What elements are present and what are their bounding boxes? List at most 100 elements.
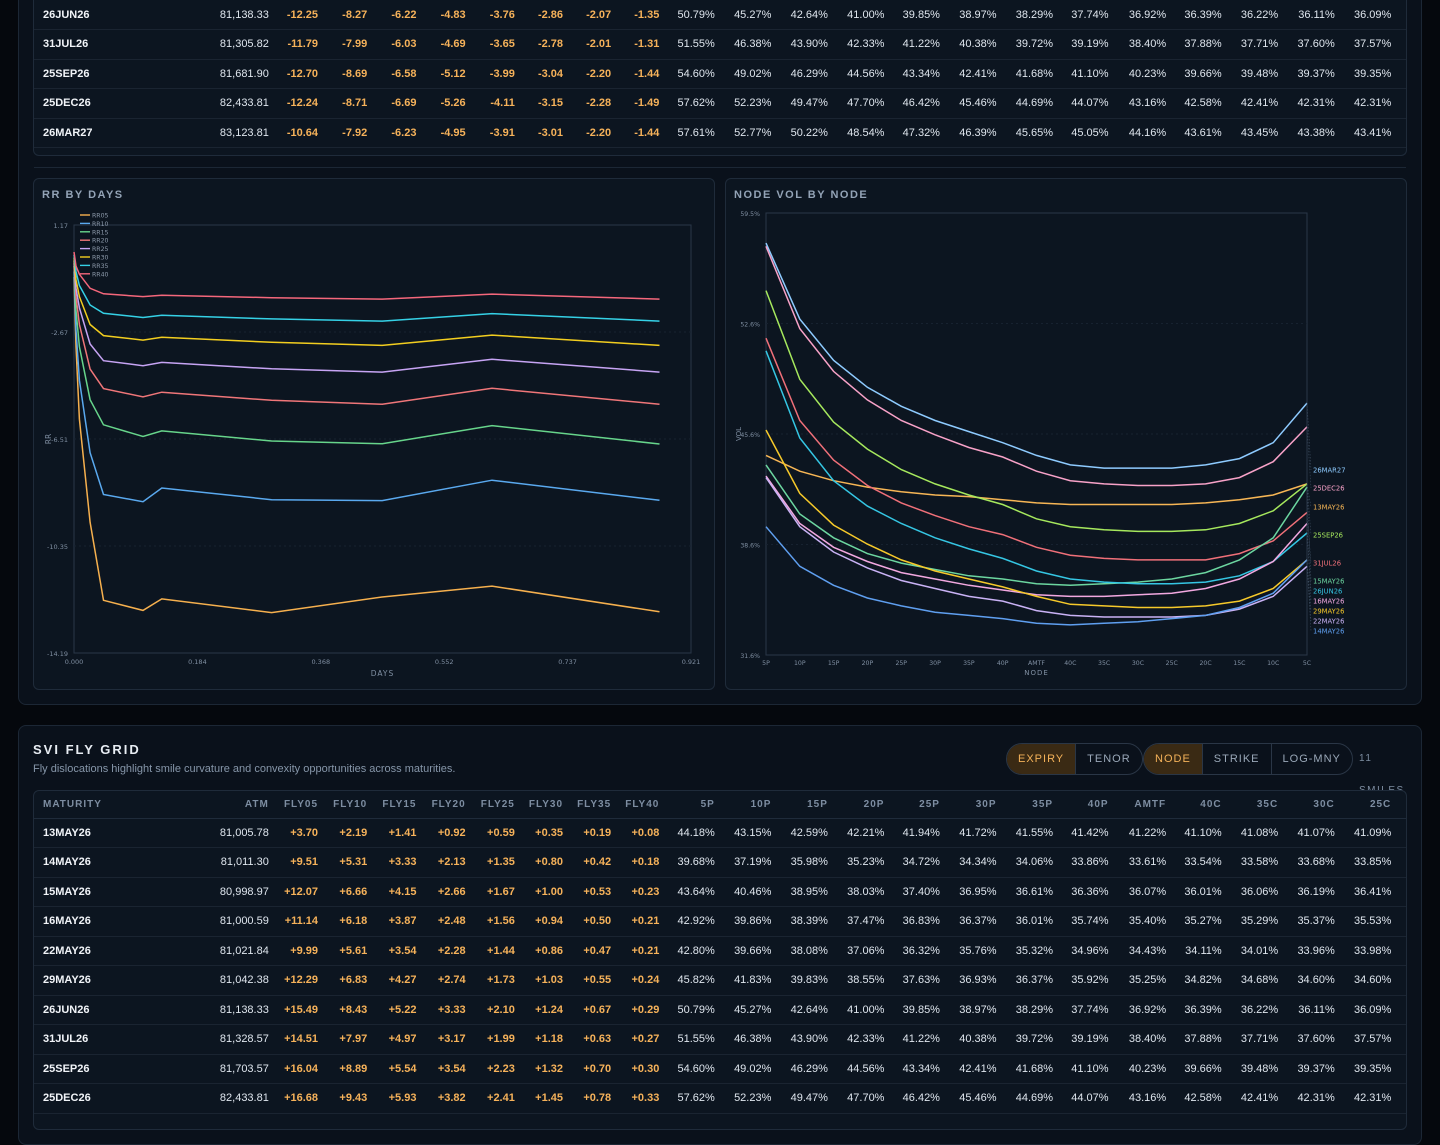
vol-cell: 47.70% bbox=[833, 1083, 891, 1114]
vol-cell: 38.39% bbox=[777, 906, 834, 937]
table-row[interactable]: 29MAY26 81,042.38 +12.29 +6.83 +4.27 +2.74 +1.… bbox=[34, 965, 1406, 996]
rr-cell: -1.35 bbox=[617, 0, 666, 30]
legend-label: RR15 bbox=[92, 229, 109, 236]
table-row[interactable]: 22MAY26 81,021.84 +9.99 +5.61 +3.54 +2.28 +1.4… bbox=[34, 936, 1406, 966]
x-tick-label: 0.000 bbox=[65, 658, 84, 666]
smile-line-26mar27 bbox=[765, 242, 1308, 469]
log-mny-button[interactable]: LOG-MNY bbox=[1270, 744, 1352, 774]
rr-cell: -3.99 bbox=[471, 59, 521, 89]
fly-cell: +9.99 bbox=[274, 936, 325, 966]
x-tick-label: AMTF bbox=[1028, 660, 1045, 667]
rr-by-days-panel: RR BY DAYS 1.17 -2.67 -6.51 -10.35 -14.19 0.0… bbox=[33, 178, 715, 690]
label-leader bbox=[1306, 532, 1312, 592]
atm-cell: 81,703.57 bbox=[138, 1054, 275, 1084]
vol-cell: 44.56% bbox=[833, 1054, 891, 1084]
x-tick-label: 10C bbox=[1267, 660, 1279, 667]
vol-cell: 36.95% bbox=[945, 877, 1003, 907]
series-end-label: 31JUL26 bbox=[1313, 560, 1341, 568]
node-button[interactable]: NODE bbox=[1144, 744, 1202, 774]
vol-cell: 40.38% bbox=[945, 1024, 1003, 1055]
fly-cell: +0.19 bbox=[569, 818, 618, 848]
table-row[interactable]: 15MAY26 80,998.97 +12.07 +6.66 +4.15 +2.66 +1.… bbox=[34, 877, 1406, 907]
table-row[interactable]: 13MAY26 81,005.78 +3.70 +2.19 +1.41 +0.92 +0.5… bbox=[34, 818, 1406, 848]
vol-cell: 36.41% bbox=[1340, 877, 1398, 907]
series-line-rr10 bbox=[73, 271, 660, 503]
table-row[interactable]: 26JUN26 81,138.33 -12.25 -8.27 -6.22 -4.83 -3.… bbox=[34, 0, 1406, 30]
table-row[interactable]: 25SEP26 81,703.57 +16.04 +8.89 +5.54 +3.54 +2.… bbox=[34, 1054, 1406, 1084]
table-row[interactable]: 26JUN26 81,138.33 +15.49 +8.43 +5.22 +3.33 +2.… bbox=[34, 995, 1406, 1025]
y-tick-label: 31.6% bbox=[740, 653, 760, 660]
y-tick-label: 52.6% bbox=[740, 322, 760, 329]
vol-cell: 42.64% bbox=[777, 0, 834, 30]
x-tick-label: 0.368 bbox=[311, 658, 330, 666]
rr-cell: -1.44 bbox=[617, 59, 666, 89]
rr-cell: -2.20 bbox=[569, 59, 618, 89]
vol-cell: 36.36% bbox=[1059, 877, 1115, 907]
vol-cell: 34.69% bbox=[1397, 965, 1406, 996]
vol-cell: 39.37% bbox=[1284, 1054, 1341, 1084]
column-header: FLY40 bbox=[617, 791, 666, 819]
vol-cell: 36.17% bbox=[1397, 995, 1406, 1025]
expiry-button[interactable]: EXPIRY bbox=[1007, 744, 1076, 774]
column-header: FLY30 bbox=[520, 791, 570, 819]
table-row[interactable]: 14MAY26 81,011.30 +9.51 +5.31 +3.33 +2.13 +1.3… bbox=[34, 847, 1406, 878]
vol-cell: 37.40% bbox=[890, 877, 946, 907]
vol-cell: 52.77% bbox=[720, 118, 778, 148]
vol-cell: 35.23% bbox=[833, 847, 891, 878]
vol-cell: 42.41% bbox=[945, 1054, 1003, 1084]
table-row[interactable]: 25DEC26 82,433.81 -12.24 -8.71 -6.69 -5.26 -4.… bbox=[34, 88, 1406, 119]
vol-cell: 35.32% bbox=[1002, 936, 1060, 966]
vol-cell: 42.58% bbox=[1172, 1083, 1228, 1114]
series-end-label: 25SEP26 bbox=[1313, 532, 1343, 540]
column-header: 35C bbox=[1227, 791, 1285, 819]
vol-cell: 34.34% bbox=[945, 847, 1003, 878]
smile-line-14may26 bbox=[765, 526, 1308, 626]
rr-cell: -1.31 bbox=[617, 29, 666, 60]
fly-cell: +0.35 bbox=[520, 818, 570, 848]
fly-cell: +3.33 bbox=[422, 995, 472, 1025]
vol-cell: 38.97% bbox=[945, 0, 1003, 30]
vol-cell: 57.62% bbox=[665, 88, 721, 119]
vol-cell: 51.55% bbox=[665, 29, 721, 60]
x-tick-label: 20P bbox=[862, 660, 874, 667]
vol-cell: 42.41% bbox=[945, 59, 1003, 89]
rr-cell: -7.92 bbox=[324, 118, 374, 148]
table-row[interactable]: 31JUL26 81,328.57 +14.51 +7.97 +4.97 +3.17 +1.… bbox=[34, 1024, 1406, 1055]
vol-cell: 49.02% bbox=[720, 1054, 778, 1084]
rr-cell: -1.49 bbox=[617, 88, 666, 119]
vol-cell: 36.09% bbox=[1340, 0, 1398, 30]
fly-cell: +0.27 bbox=[617, 1024, 666, 1055]
fly-cell: +0.80 bbox=[520, 847, 570, 878]
y-tick-label: 59.5% bbox=[740, 211, 760, 218]
tenor-button[interactable]: TENOR bbox=[1075, 744, 1142, 774]
vol-cell: 42.41% bbox=[1227, 1083, 1285, 1114]
table-row[interactable]: 31JUL26 81,305.82 -11.79 -7.99 -6.03 -4.69 -3.… bbox=[34, 29, 1406, 60]
table-row[interactable]: 16MAY26 81,000.59 +11.14 +6.18 +3.87 +2.48 +1.… bbox=[34, 906, 1406, 937]
vol-cell: 35.76% bbox=[945, 936, 1003, 966]
vol-cell: 45.27% bbox=[720, 0, 778, 30]
vol-cell: 37.57% bbox=[1340, 29, 1398, 60]
maturity-cell: 26MAR27 bbox=[34, 118, 139, 148]
strike-button[interactable]: STRIKE bbox=[1201, 744, 1271, 774]
node-vol-panel: NODE VOL BY NODE 59.5% 52.6% 45.6% 38.6% 31.… bbox=[725, 178, 1407, 690]
legend-label: RR35 bbox=[92, 263, 109, 270]
legend-label: RR30 bbox=[92, 255, 109, 262]
vol-cell: 43.15% bbox=[720, 818, 778, 848]
vol-cell: 35.74% bbox=[1059, 906, 1115, 937]
vol-cell: 36.39% bbox=[1172, 995, 1228, 1025]
vol-cell: 38.03% bbox=[833, 877, 891, 907]
fly-cell: +0.55 bbox=[569, 965, 618, 996]
fly-cell: +4.27 bbox=[373, 965, 423, 996]
fly-cell: +1.73 bbox=[471, 965, 521, 996]
fly-cell: +1.18 bbox=[520, 1024, 570, 1055]
label-leader bbox=[1306, 426, 1312, 489]
table-row[interactable]: 25SEP26 81,681.90 -12.70 -8.69 -6.58 -5.12 -3.… bbox=[34, 59, 1406, 89]
rr-cell: -3.91 bbox=[471, 118, 521, 148]
table-row[interactable]: 25DEC26 82,433.81 +16.68 +9.43 +5.93 +3.82 +2.… bbox=[34, 1083, 1406, 1114]
vol-cell: 49.02% bbox=[720, 59, 778, 89]
vol-cell: 42.80% bbox=[665, 936, 721, 966]
column-header: 5P bbox=[665, 791, 721, 819]
rr-cell: -6.22 bbox=[373, 0, 423, 30]
vol-cell: 42.33% bbox=[833, 29, 891, 60]
table-row[interactable]: 26MAR27 83,123.81 -10.64 -7.92 -6.23 -4.95 -3.… bbox=[34, 118, 1406, 148]
